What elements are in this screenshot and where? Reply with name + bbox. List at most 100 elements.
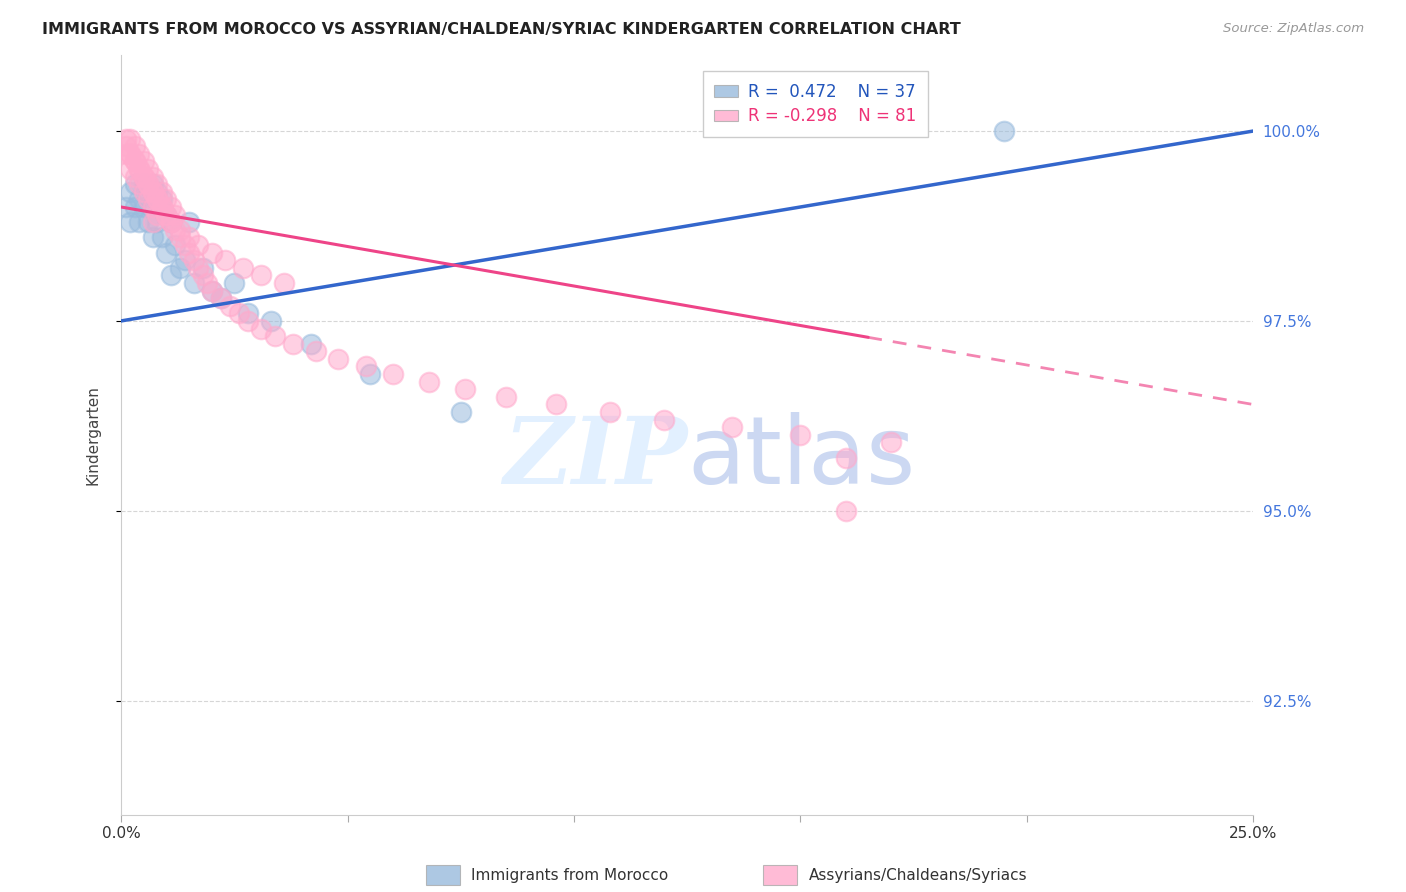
Point xyxy=(236,306,259,320)
Point xyxy=(450,405,472,419)
Point xyxy=(155,208,177,222)
Point xyxy=(114,146,136,161)
Point xyxy=(136,178,159,192)
Point xyxy=(214,253,236,268)
Point xyxy=(224,276,246,290)
Point xyxy=(236,314,259,328)
Point xyxy=(165,238,187,252)
Point xyxy=(142,200,165,214)
Point xyxy=(160,215,183,229)
Point xyxy=(150,230,173,244)
Point xyxy=(880,435,903,450)
Point xyxy=(264,329,287,343)
Point xyxy=(273,276,295,290)
Point xyxy=(124,200,146,214)
Point xyxy=(721,420,744,434)
Point xyxy=(250,321,273,335)
Text: Assyrians/Chaldeans/Syriacs: Assyrians/Chaldeans/Syriacs xyxy=(808,869,1026,883)
Point xyxy=(120,146,142,161)
Point xyxy=(599,405,621,419)
Point xyxy=(169,230,191,244)
Point xyxy=(146,208,169,222)
Point xyxy=(120,146,142,161)
Point xyxy=(136,215,159,229)
Point xyxy=(142,178,165,192)
Point xyxy=(142,185,165,199)
Point xyxy=(218,299,240,313)
Point xyxy=(160,215,183,229)
Point xyxy=(232,260,254,275)
FancyBboxPatch shape xyxy=(763,865,797,885)
Point xyxy=(173,238,195,252)
Y-axis label: Kindergarten: Kindergarten xyxy=(86,384,100,484)
Point xyxy=(354,359,377,374)
Point xyxy=(124,154,146,169)
Point xyxy=(142,169,165,184)
Point xyxy=(187,238,209,252)
Point xyxy=(128,162,150,177)
Point xyxy=(120,162,142,177)
Point xyxy=(155,208,177,222)
Point xyxy=(201,284,224,298)
Point xyxy=(195,276,218,290)
Point xyxy=(191,268,214,283)
Point xyxy=(124,178,146,192)
Point xyxy=(155,208,177,222)
Point xyxy=(191,260,214,275)
Point xyxy=(124,154,146,169)
Point xyxy=(146,178,169,192)
Point xyxy=(177,215,200,229)
Point xyxy=(124,169,146,184)
Point xyxy=(173,253,195,268)
Point xyxy=(187,260,209,275)
Point xyxy=(328,351,350,366)
Point xyxy=(150,200,173,214)
Point xyxy=(132,200,155,214)
Point xyxy=(132,169,155,184)
Point xyxy=(789,427,811,442)
Point xyxy=(228,306,250,320)
Point xyxy=(165,208,187,222)
Text: Source: ZipAtlas.com: Source: ZipAtlas.com xyxy=(1223,22,1364,36)
Point xyxy=(283,336,305,351)
Point xyxy=(114,200,136,214)
Point xyxy=(381,367,404,381)
Point xyxy=(142,230,165,244)
Point xyxy=(146,193,169,207)
Point xyxy=(146,193,169,207)
Point xyxy=(544,397,567,411)
Point xyxy=(209,291,232,305)
Point xyxy=(359,367,381,381)
Point xyxy=(160,200,183,214)
Point xyxy=(142,185,165,199)
Point xyxy=(201,284,224,298)
Point xyxy=(259,314,281,328)
Point xyxy=(114,131,136,145)
Point xyxy=(114,139,136,153)
Point xyxy=(128,193,150,207)
Point xyxy=(495,390,517,404)
Point xyxy=(128,215,150,229)
Point xyxy=(155,245,177,260)
Point xyxy=(418,375,440,389)
Point xyxy=(177,230,200,244)
Point xyxy=(183,253,205,268)
Point xyxy=(299,336,322,351)
Point xyxy=(120,131,142,145)
Point xyxy=(142,200,165,214)
Text: Immigrants from Morocco: Immigrants from Morocco xyxy=(471,869,668,883)
Point xyxy=(142,215,165,229)
Point xyxy=(165,223,187,237)
Text: atlas: atlas xyxy=(688,411,915,504)
Point xyxy=(150,200,173,214)
Text: IMMIGRANTS FROM MOROCCO VS ASSYRIAN/CHALDEAN/SYRIAC KINDERGARTEN CORRELATION CHA: IMMIGRANTS FROM MOROCCO VS ASSYRIAN/CHAL… xyxy=(42,22,960,37)
Point xyxy=(128,178,150,192)
Point xyxy=(150,193,173,207)
Point xyxy=(146,215,169,229)
Point xyxy=(136,178,159,192)
Point xyxy=(120,185,142,199)
Point xyxy=(136,162,159,177)
Point xyxy=(128,146,150,161)
Point xyxy=(169,260,191,275)
Point xyxy=(136,185,159,199)
